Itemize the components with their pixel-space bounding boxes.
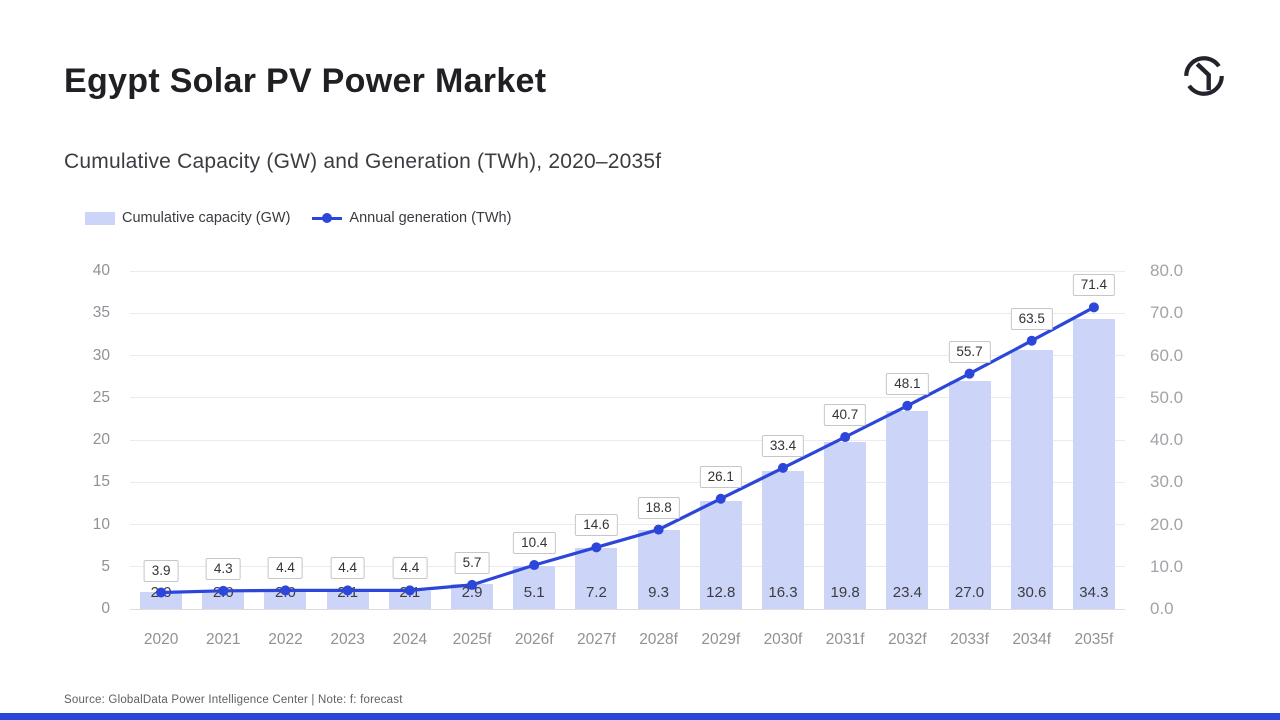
x-axis-tick-label: 2028f — [639, 631, 678, 648]
line-value-label: 26.1 — [699, 465, 742, 488]
x-axis-tick-label: 2030f — [763, 631, 803, 648]
x-axis-tick-label: 2027f — [577, 631, 616, 648]
right-axis-tick-label: 10.0 — [1150, 556, 1184, 576]
x-axis-tick-label: 2025f — [452, 631, 492, 648]
x-axis-tick-label: 2024 — [392, 631, 428, 648]
bar-value-label: 16.3 — [768, 584, 798, 601]
right-axis-tick-label: 70.0 — [1150, 303, 1184, 323]
legend-item-generation: Annual generation (TWh) — [312, 210, 511, 226]
bar-value-label: 30.6 — [1017, 584, 1047, 601]
line-value-label: 10.4 — [513, 532, 556, 555]
source-note: Source: GlobalData Power Intelligence Ce… — [64, 694, 403, 706]
bar-value-label: 23.4 — [892, 584, 922, 601]
line-value-label: 14.6 — [575, 514, 618, 537]
line-value-label: 4.4 — [392, 557, 428, 580]
right-axis-tick-label: 60.0 — [1150, 345, 1184, 365]
globaldata-logo — [1184, 56, 1224, 96]
capacity-bar — [886, 411, 929, 609]
capacity-bar — [1010, 350, 1053, 609]
x-axis-tick-label: 2031f — [825, 631, 865, 648]
bar-value-label: 12.8 — [706, 584, 736, 601]
bar-value-label: 2.0 — [275, 584, 296, 601]
data-point-dot — [1088, 302, 1099, 313]
grid-line — [130, 312, 1125, 314]
bar-swatch-icon — [85, 211, 115, 225]
line-value-label: 3.9 — [143, 559, 179, 582]
left-axis-tick-label: 10 — [92, 515, 110, 533]
line-value-label: 55.7 — [948, 340, 991, 363]
bar-value-label: 2.9 — [461, 584, 483, 601]
x-axis-tick-label: 2022 — [268, 631, 303, 648]
x-axis-tick-label: 2023 — [330, 631, 365, 648]
line-value-label: 71.4 — [1072, 274, 1116, 297]
bar-value-label: 2.0 — [212, 584, 234, 601]
data-point-dot — [902, 400, 913, 411]
line-value-label: 63.5 — [1010, 307, 1053, 330]
logo-ring — [1184, 56, 1224, 96]
bar-value-label: 7.2 — [585, 584, 607, 601]
bar-value-label: 34.3 — [1079, 584, 1109, 601]
bar-value-label: 2.0 — [150, 584, 172, 601]
bar-value-label: 9.3 — [648, 584, 670, 601]
legend-item-capacity: Cumulative capacity (GW) — [85, 210, 290, 226]
capacity-bar — [948, 380, 991, 609]
data-point-dot — [1026, 335, 1037, 346]
line-marker-icon — [312, 212, 343, 225]
data-point-dot — [964, 368, 975, 379]
page-title: Egypt Solar PV Power Market — [64, 62, 547, 100]
line-value-label: 4.4 — [330, 557, 366, 580]
bottom-accent-bar — [0, 713, 1280, 720]
capacity-bar — [264, 592, 307, 609]
right-axis-tick-label: 20.0 — [1150, 514, 1184, 534]
logo-mark — [1195, 62, 1211, 91]
grid-line — [130, 608, 1125, 610]
left-axis-tick-label: 20 — [92, 431, 110, 448]
capacity-bar — [1072, 319, 1115, 609]
bar-value-label: 19.8 — [830, 584, 860, 601]
bar-value-label: 2.1 — [399, 584, 421, 601]
line-value-label: 48.1 — [886, 372, 929, 395]
chart-legend: Cumulative capacity (GW) Annual generati… — [85, 210, 511, 226]
left-axis-tick-label: 15 — [92, 473, 110, 491]
x-axis-tick-label: 2032f — [887, 631, 927, 648]
line-value-label: 18.8 — [637, 496, 680, 519]
x-axis-tick-label: 2033f — [950, 631, 989, 648]
data-point-dot — [840, 432, 851, 443]
x-axis-tick-label: 2021 — [206, 631, 241, 648]
line-value-label: 33.4 — [761, 434, 805, 457]
left-axis-tick-label: 25 — [92, 388, 110, 406]
line-value-label: 40.7 — [824, 404, 867, 427]
left-axis-tick-label: 30 — [92, 346, 110, 364]
bar-value-label: 2.1 — [337, 584, 359, 601]
bar-value-label: 5.1 — [523, 584, 545, 601]
right-axis-tick-label: 0.0 — [1150, 599, 1174, 618]
capacity-bar — [326, 591, 369, 609]
line-value-label: 4.4 — [268, 557, 303, 580]
legend-label-capacity: Cumulative capacity (GW) — [122, 210, 291, 226]
capacity-bar — [202, 592, 245, 609]
left-axis-tick-label: 40 — [92, 262, 110, 279]
grid-line — [130, 270, 1125, 272]
bar-value-label: 27.0 — [954, 584, 985, 601]
x-axis-tick-label: 2034f — [1012, 631, 1052, 648]
right-axis-tick-label: 30.0 — [1150, 472, 1184, 492]
left-axis-tick-label: 35 — [92, 304, 110, 322]
line-value-label: 4.3 — [205, 557, 241, 580]
x-axis-tick-label: 2020 — [143, 631, 179, 648]
right-axis-tick-label: 50.0 — [1150, 387, 1184, 407]
x-axis-tick-label: 2029f — [701, 631, 741, 648]
left-axis-tick-label: 0 — [101, 600, 110, 617]
capacity-bar — [388, 591, 431, 609]
x-axis-tick-label: 2035f — [1074, 631, 1114, 648]
right-axis-tick-label: 40.0 — [1150, 430, 1184, 449]
capacity-bar — [140, 592, 183, 609]
chart-subtitle: Cumulative Capacity (GW) and Generation … — [64, 150, 662, 173]
line-value-label: 5.7 — [454, 551, 490, 574]
x-axis-tick-label: 2026f — [514, 631, 554, 648]
right-axis-tick-label: 80.0 — [1150, 261, 1184, 280]
left-axis-tick-label: 5 — [101, 557, 110, 575]
legend-label-generation: Annual generation (TWh) — [349, 210, 512, 226]
